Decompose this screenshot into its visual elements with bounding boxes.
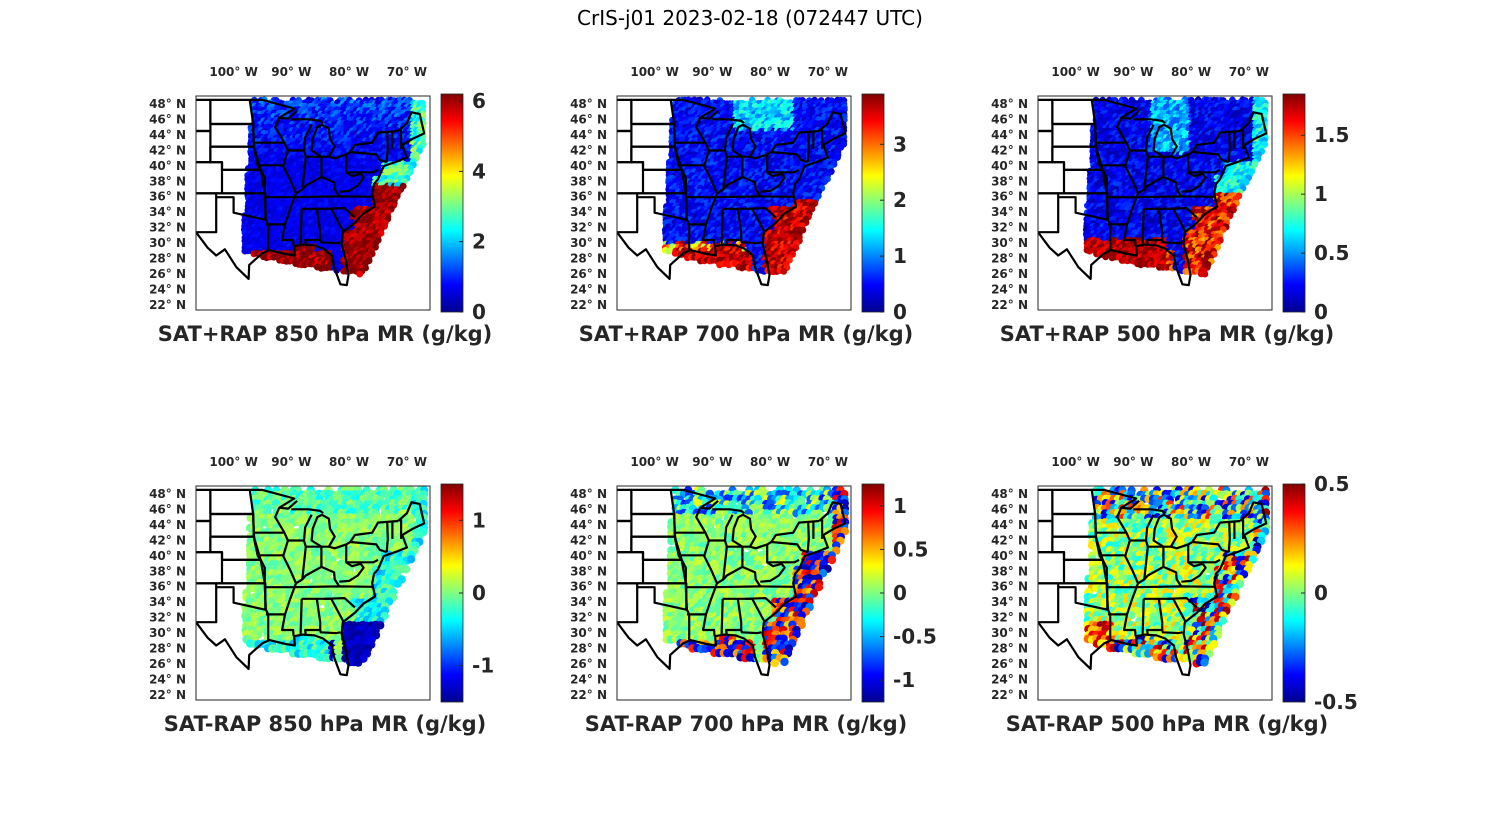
colorbar bbox=[861, 93, 885, 313]
lat-tick-label: 28° N bbox=[149, 252, 186, 266]
boundary-line bbox=[264, 195, 374, 199]
lat-tick-label: 30° N bbox=[149, 236, 186, 250]
colorbar-tick-label: 0 bbox=[472, 300, 486, 324]
colorbar bbox=[440, 93, 464, 313]
panel-2: 100° W 90° W 80° W 70° W 48° N 46° N44° N42° … bbox=[570, 65, 913, 346]
lat-tick-label: 44° N bbox=[570, 128, 607, 142]
data-point bbox=[834, 154, 841, 161]
map-frame bbox=[195, 95, 431, 311]
boundary-line bbox=[324, 207, 356, 219]
lat-tick-label: 46° N bbox=[149, 113, 186, 127]
colorbar-tick-label: 2 bbox=[472, 230, 486, 254]
boundary-line bbox=[722, 207, 743, 246]
lat-tick-label: 38° N bbox=[570, 174, 607, 188]
lat-tick-label: 28° N bbox=[570, 252, 607, 266]
lat-tick-label: 32° N bbox=[149, 221, 186, 235]
lat-tick-label: 44° N bbox=[149, 128, 186, 142]
lat-tick-label: 46° N bbox=[570, 113, 607, 127]
panel-title: SAT+RAP 700 hPa MR (g/kg) bbox=[579, 322, 913, 346]
data-point bbox=[780, 268, 788, 275]
boundary-line bbox=[196, 111, 426, 287]
lat-tick-label: 34° N bbox=[570, 205, 607, 219]
lat-tick-label: 22° N bbox=[149, 298, 186, 312]
boundary-line bbox=[196, 192, 218, 234]
boundary-line bbox=[766, 154, 800, 174]
lon-tick-label: 90° W bbox=[692, 65, 732, 79]
colorbar-tick-label: 4 bbox=[472, 159, 486, 183]
lon-tick-label: 90° W bbox=[271, 65, 311, 79]
boundary-line bbox=[760, 171, 786, 193]
boundary-line bbox=[385, 130, 389, 163]
boundary-line bbox=[673, 123, 691, 251]
boundary-line bbox=[291, 118, 324, 125]
panel-3: 100° W 90° W 80° W 70° W48° N46° N44° N42° … bbox=[991, 65, 1349, 346]
boundary-line bbox=[301, 207, 322, 246]
boundary-line bbox=[712, 118, 745, 125]
boundary-line bbox=[703, 238, 716, 247]
lat-tick-label: 22° N bbox=[570, 298, 607, 312]
boundary-line bbox=[637, 192, 688, 221]
boundary-line bbox=[252, 123, 270, 251]
boundary-line bbox=[310, 123, 336, 158]
boundary-line bbox=[771, 150, 809, 164]
boundary-line bbox=[806, 130, 810, 163]
lat-tick-label: 38° N bbox=[149, 174, 186, 188]
lat-tick-label: 36° N bbox=[570, 190, 607, 204]
boundary-line bbox=[350, 150, 388, 164]
data-point bbox=[356, 270, 364, 278]
colorbar-tick-label: 0 bbox=[893, 300, 907, 324]
lat-tick-label: 24° N bbox=[570, 283, 607, 297]
panel-title: SAT+RAP 850 hPa MR (g/kg) bbox=[158, 322, 492, 346]
lat-tick-label: 42° N bbox=[149, 143, 186, 157]
boundary-line bbox=[708, 149, 728, 190]
boundary-line bbox=[282, 238, 295, 247]
boundary-line bbox=[299, 208, 303, 245]
boundary-line bbox=[302, 124, 313, 151]
lat-tick-label: 24° N bbox=[149, 283, 186, 297]
lat-tick-label: 32° N bbox=[570, 221, 607, 235]
boundary-line bbox=[216, 192, 267, 221]
map-frame bbox=[616, 95, 852, 311]
boundary-line bbox=[279, 109, 298, 120]
lat-tick-label: 48° N bbox=[570, 97, 607, 111]
boundary-line bbox=[339, 171, 365, 193]
boundary-line bbox=[685, 195, 795, 199]
lat-tick-label: 40° N bbox=[149, 159, 186, 173]
boundary-line bbox=[287, 149, 307, 190]
figure-title: CrIS-j01 2023-02-18 (072447 UTC) bbox=[577, 6, 923, 30]
lon-tick-label: 70° W bbox=[387, 65, 427, 79]
boundary-line bbox=[345, 154, 379, 174]
boundary-line bbox=[700, 109, 719, 120]
boundary-line bbox=[720, 208, 724, 245]
panel-1: 100° W 90° W 80° W 70° W 48° N 46° N44° N42° … bbox=[149, 65, 492, 346]
lat-tick-label: 34° N bbox=[149, 205, 186, 219]
state-boundaries bbox=[617, 98, 847, 287]
lon-tick-label: 100° W bbox=[209, 65, 257, 79]
colorbar-tick-label: 6 bbox=[472, 89, 486, 113]
colorbar-tick-label: 3 bbox=[893, 132, 907, 156]
boundary-line bbox=[617, 192, 639, 234]
lon-tick-label: 80° W bbox=[329, 65, 369, 79]
state-boundaries bbox=[196, 98, 426, 287]
colorbar-tick-label: 1 bbox=[893, 244, 907, 268]
boundary-line bbox=[723, 124, 734, 151]
lat-tick-label: 42° N bbox=[570, 143, 607, 157]
lat-tick-label: 36° N bbox=[149, 190, 186, 204]
lat-tick-label: 26° N bbox=[149, 267, 186, 281]
lon-tick-label: 80° W bbox=[750, 65, 790, 79]
boundary-line bbox=[745, 207, 777, 219]
lat-tick-label: 40° N bbox=[570, 159, 607, 173]
boundary-line bbox=[617, 111, 847, 287]
lat-tick-label: 26° N bbox=[570, 267, 607, 281]
lon-tick-label: 100° W bbox=[630, 65, 678, 79]
lat-tick-label: 48° N bbox=[149, 97, 186, 111]
lon-tick-label: 70° W bbox=[808, 65, 848, 79]
boundary-line bbox=[731, 123, 757, 158]
colorbar-tick-label: 2 bbox=[893, 188, 907, 212]
lat-tick-label: 30° N bbox=[570, 236, 607, 250]
boundary-line bbox=[740, 239, 762, 245]
boundary-line bbox=[319, 239, 341, 245]
